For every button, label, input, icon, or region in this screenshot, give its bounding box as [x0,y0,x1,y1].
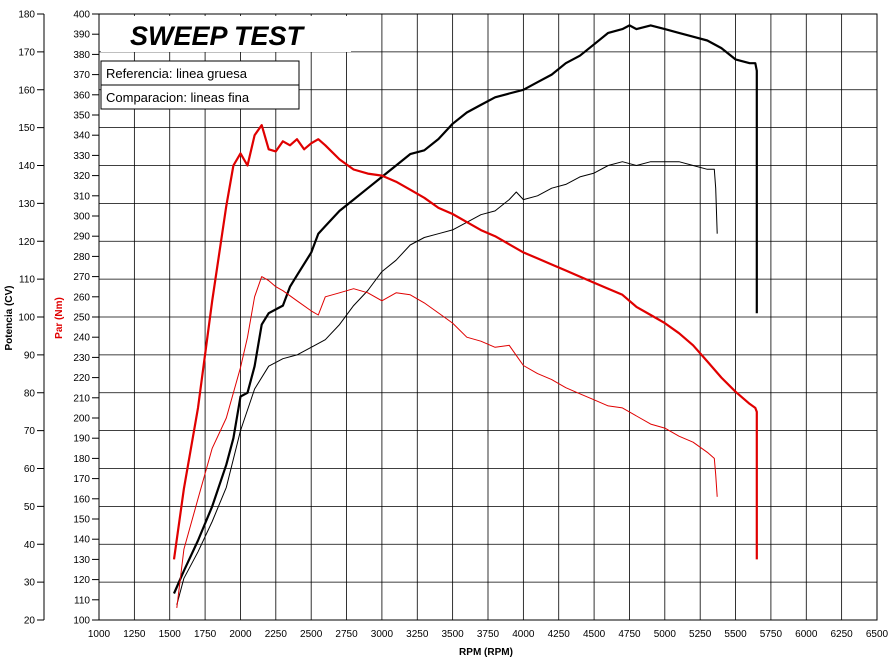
x-tick-label: 3000 [371,629,394,640]
legend-item-reference [100,60,300,86]
torque-tick-label: 190 [73,434,90,445]
rpm-axis: 1000 1250 1500 1750 2000 2250 2500 2750 3000 3250… [88,629,889,640]
x-tick-label: 3750 [477,629,500,640]
power-axis-title: Potencia (CV) [4,285,15,350]
power-tick-label: 40 [24,540,36,551]
torque-tick-label: 340 [73,131,90,142]
grid-lines [98,13,878,621]
x-tick-label: 4000 [512,629,535,640]
torque-tick-label: 240 [73,333,90,344]
torque-comparison-line [176,276,718,608]
x-tick-label: 4500 [583,629,606,640]
legend: Referencia: linea gruesa Comparacion: li… [100,60,300,110]
legend-label-reference: Referencia: linea gruesa [106,66,248,81]
power-tick-label: 150 [18,123,35,134]
torque-tick-label: 320 [73,171,90,182]
torque-tick-label: 390 [73,30,90,41]
x-tick-label: 6500 [866,629,889,640]
x-tick-label: 5250 [689,629,712,640]
legend-label-comparison: Comparacion: lineas fina [106,90,250,105]
torque-tick-label: 140 [73,535,90,546]
torque-tick-label: 170 [73,474,90,485]
x-tick-label: 1000 [88,629,111,640]
power-axis: 20 30 40 50 60 70 80 90 100 110 120 130 140 150 160 170… [18,10,45,627]
power-tick-label: 90 [24,350,36,361]
power-reference-line [172,24,758,594]
power-tick-label: 20 [24,616,36,627]
power-tick-label: 120 [18,237,35,248]
x-tick-label: 5000 [654,629,677,640]
torque-tick-label: 290 [73,232,90,243]
x-tick-label: 4250 [548,629,571,640]
x-tick-label: 3500 [442,629,465,640]
torque-tick-label: 370 [73,70,90,81]
torque-tick-label: 280 [73,252,90,263]
power-tick-label: 70 [24,426,36,437]
x-tick-label: 2500 [300,629,323,640]
power-tick-label: 30 [24,578,36,589]
x-tick-label: 2750 [335,629,358,640]
torque-tick-label: 180 [73,454,90,465]
power-tick-label: 180 [18,10,35,21]
x-tick-label: 5750 [760,629,783,640]
rpm-axis-title: RPM (RPM) [459,647,513,658]
torque-tick-label: 380 [73,50,90,61]
x-tick-label: 6250 [831,629,854,640]
x-tick-label: 6000 [795,629,818,640]
x-tick-label: 2250 [265,629,288,640]
chart-title: SWEEP TEST [130,21,306,51]
power-tick-label: 110 [19,275,35,286]
x-tick-label: 1750 [194,629,217,640]
x-tick-label: 5500 [724,629,747,640]
torque-tick-label: 360 [73,90,90,101]
power-tick-label: 170 [18,47,35,58]
torque-tick-label: 300 [73,212,90,223]
torque-tick-label: 330 [73,151,90,162]
x-tick-label: 3250 [406,629,429,640]
torque-tick-label: 160 [73,494,90,505]
torque-tick-label: 230 [73,353,90,364]
series-lines [172,24,758,608]
power-tick-label: 130 [18,199,35,210]
torque-tick-label: 350 [73,111,90,122]
torque-tick-label: 270 [73,272,90,283]
torque-tick-label: 400 [73,10,90,21]
torque-axis: 100 110 120 130 140 150 160 170 180 190 200 210 220 2… [73,10,100,627]
torque-tick-label: 220 [73,373,90,384]
power-tick-label: 140 [18,161,35,172]
x-tick-label: 1250 [123,629,146,640]
torque-reference-line [172,123,758,560]
torque-tick-label: 250 [73,313,90,324]
x-tick-label: 2000 [229,629,252,640]
torque-tick-label: 150 [73,515,90,526]
torque-tick-label: 210 [73,393,90,404]
torque-tick-label: 260 [73,292,90,303]
torque-tick-label: 100 [73,616,90,627]
torque-tick-label: 130 [73,555,90,566]
power-tick-label: 50 [24,502,36,513]
torque-tick-label: 200 [73,414,90,425]
x-tick-label: 4750 [618,629,641,640]
power-tick-label: 80 [24,388,36,399]
title-box [101,16,351,52]
power-tick-label: 160 [18,85,35,96]
x-tick-label: 1500 [159,629,182,640]
torque-axis-title: Par (Nm) [54,297,65,339]
power-tick-label: 100 [18,313,35,324]
torque-tick-label: 120 [73,575,90,586]
power-tick-label: 60 [24,464,36,475]
torque-tick-label: 310 [73,191,90,202]
legend-item-comparison [100,84,300,110]
torque-tick-label: 110 [74,595,90,606]
